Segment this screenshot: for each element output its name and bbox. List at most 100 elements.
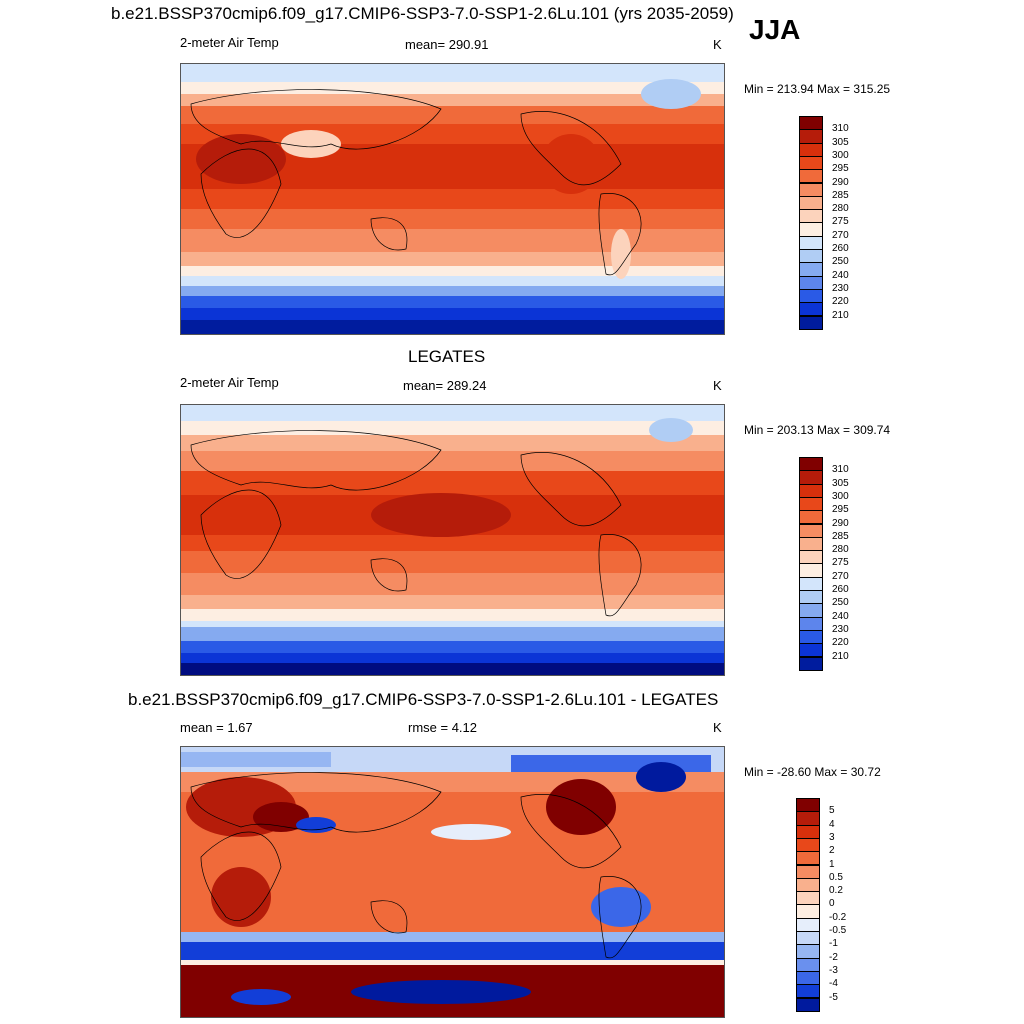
colorbar-swatch <box>799 483 823 498</box>
panel3-title: b.e21.BSSP370cmip6.f09_g17.CMIP6-SSP3-7.… <box>128 690 719 709</box>
colorbar-swatch <box>799 235 823 250</box>
colorbar-swatch <box>799 195 823 211</box>
colorbar-label: 3 <box>829 831 835 843</box>
colorbar-label: 260 <box>832 584 849 595</box>
season-label: JJA <box>749 14 801 45</box>
colorbar-label: 240 <box>832 610 849 622</box>
panel1-map <box>180 63 725 335</box>
colorbar-swatch <box>799 550 823 565</box>
colorbar-swatch <box>799 288 823 304</box>
colorbar-label: 270 <box>832 570 849 582</box>
colorbar-label: 295 <box>832 504 849 516</box>
colorbar-label: 220 <box>832 296 849 308</box>
colorbar-swatch <box>799 496 823 512</box>
colorbar-label: -0.2 <box>829 911 847 923</box>
colorbar-label: -3 <box>829 964 838 976</box>
colorbar-swatch <box>799 470 823 485</box>
colorbar-swatch <box>799 536 823 552</box>
colorbar-swatch <box>796 984 820 999</box>
colorbar-swatch <box>799 275 823 290</box>
colorbar-swatch <box>796 877 820 893</box>
panel3-units: K <box>713 720 722 735</box>
colorbar-swatch <box>799 302 823 317</box>
colorbar-swatch <box>799 155 823 171</box>
colorbar-swatch <box>799 576 823 591</box>
colorbar-label: -4 <box>829 978 838 990</box>
colorbar-label: 275 <box>832 557 849 569</box>
colorbar-label: 305 <box>832 136 849 148</box>
colorbar-label: -5 <box>829 991 838 1003</box>
colorbar-swatch <box>799 142 823 157</box>
colorbar-swatch <box>796 904 820 919</box>
colorbar-label: 305 <box>832 477 849 489</box>
colorbar-label: 220 <box>832 637 849 649</box>
colorbar-label: 290 <box>832 517 849 529</box>
colorbar-swatch <box>799 523 823 538</box>
colorbar-swatch <box>799 457 823 472</box>
colorbar-swatch <box>799 116 823 131</box>
panel2-title: LEGATES <box>408 347 486 366</box>
panel2-minmax: Min = 203.13 Max = 309.74 <box>744 423 891 437</box>
colorbar-label: 300 <box>832 149 849 161</box>
panel3-rmse: rmse = 4.12 <box>408 720 478 735</box>
colorbar-label: 0 <box>829 898 835 910</box>
colorbar-label: 230 <box>832 282 849 294</box>
colorbar-label: 230 <box>832 623 849 635</box>
colorbar-swatch <box>799 629 823 645</box>
panel2-map <box>180 404 725 676</box>
colorbar-swatch <box>796 837 820 853</box>
colorbar-label: 270 <box>832 229 849 241</box>
colorbar-label: 1 <box>829 858 835 870</box>
colorbar-swatch <box>796 891 820 906</box>
colorbar-label: 250 <box>832 256 849 268</box>
panel1-minmax: Min = 213.94 Max = 315.25 <box>744 82 891 96</box>
colorbar-label: 275 <box>832 216 849 228</box>
colorbar-label: 4 <box>829 818 835 830</box>
colorbar-swatch <box>799 590 823 605</box>
colorbar-swatch <box>796 944 820 959</box>
colorbar-swatch <box>799 510 823 525</box>
colorbar-swatch <box>799 209 823 224</box>
colorbar-label: 280 <box>832 203 849 215</box>
colorbar-swatch <box>799 315 823 330</box>
panel3-minmax: Min = -28.60 Max = 30.72 <box>744 765 881 779</box>
colorbar-label: -2 <box>829 951 838 963</box>
colorbar-swatch <box>799 222 823 237</box>
panel2-units: K <box>713 378 722 393</box>
colorbar-swatch <box>796 864 820 879</box>
colorbar-swatch <box>799 563 823 578</box>
colorbar-label: 210 <box>832 309 849 321</box>
panel1-mean: mean= 290.91 <box>405 37 489 52</box>
panel1-units: K <box>713 37 722 52</box>
colorbar-label: 285 <box>832 189 849 201</box>
main-title: b.e21.BSSP370cmip6.f09_g17.CMIP6-SSP3-7.… <box>111 4 734 23</box>
colorbar-swatch <box>799 656 823 671</box>
colorbar-label: 290 <box>832 176 849 188</box>
colorbar-swatch <box>799 262 823 277</box>
colorbar-label: 2 <box>829 845 835 857</box>
colorbar-swatch <box>796 997 820 1012</box>
colorbar-label: 295 <box>832 163 849 175</box>
colorbar-label: 0.5 <box>829 871 843 883</box>
colorbar-label: 0.2 <box>829 885 843 897</box>
colorbar-swatch <box>796 811 820 826</box>
panel1-variable: 2-meter Air Temp <box>180 35 279 50</box>
colorbar-label: 210 <box>832 650 849 662</box>
colorbar-label: 250 <box>832 597 849 609</box>
colorbar-label: 310 <box>832 464 849 476</box>
colorbar-swatch <box>799 169 823 184</box>
colorbar-swatch <box>799 129 823 144</box>
colorbar-swatch <box>796 931 820 946</box>
colorbar-swatch <box>796 917 820 932</box>
colorbar-label: 300 <box>832 490 849 502</box>
colorbar-label: 280 <box>832 544 849 556</box>
panel3-mean: mean = 1.67 <box>180 720 253 735</box>
colorbar-swatch <box>796 824 820 839</box>
colorbar-label: 5 <box>829 805 835 817</box>
colorbar-swatch <box>796 851 820 866</box>
colorbar-swatch <box>796 970 820 986</box>
colorbar-label: 260 <box>832 243 849 254</box>
colorbar-swatch <box>796 957 820 972</box>
colorbar-label: 240 <box>832 269 849 281</box>
colorbar-label: -0.5 <box>829 925 847 936</box>
